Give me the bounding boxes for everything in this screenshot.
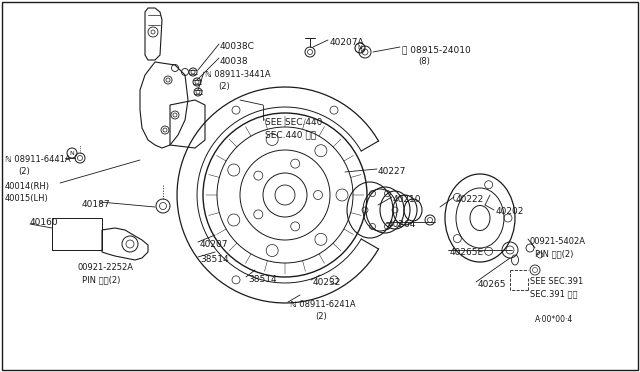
Text: (2): (2) bbox=[18, 167, 29, 176]
Text: ℕ 08911-6441A: ℕ 08911-6441A bbox=[5, 155, 70, 164]
Text: 40187: 40187 bbox=[82, 200, 111, 209]
Text: 38514: 38514 bbox=[200, 255, 228, 264]
Text: 40210: 40210 bbox=[393, 195, 422, 204]
Text: N: N bbox=[357, 45, 362, 50]
Text: 40207A: 40207A bbox=[330, 38, 365, 47]
Text: 40202: 40202 bbox=[496, 207, 524, 216]
Text: 40160: 40160 bbox=[30, 218, 59, 227]
Text: (2): (2) bbox=[315, 312, 327, 321]
Text: (2): (2) bbox=[218, 82, 230, 91]
Text: ℕ 08911-6241A: ℕ 08911-6241A bbox=[290, 300, 356, 309]
Text: (8): (8) bbox=[418, 57, 430, 66]
Text: 40227: 40227 bbox=[378, 167, 406, 176]
Text: SEE SEC.391: SEE SEC.391 bbox=[530, 277, 583, 286]
Text: 40222: 40222 bbox=[456, 195, 484, 204]
Text: 00921-5402A: 00921-5402A bbox=[530, 237, 586, 246]
Text: 40265E: 40265E bbox=[450, 248, 484, 257]
Text: SEC.440 参照: SEC.440 参照 bbox=[265, 130, 316, 139]
Text: 38514: 38514 bbox=[248, 275, 276, 284]
Text: 40038C: 40038C bbox=[220, 42, 255, 51]
Text: PIN ピン(2): PIN ピン(2) bbox=[82, 275, 120, 284]
Bar bbox=[52, 218, 102, 250]
Text: 40038: 40038 bbox=[220, 57, 248, 66]
Text: PIN ピン(2): PIN ピン(2) bbox=[535, 249, 573, 258]
Text: 40015(LH): 40015(LH) bbox=[5, 194, 49, 203]
Text: Ⓥ 08915-24010: Ⓥ 08915-24010 bbox=[402, 45, 471, 54]
Text: SEC.391 参照: SEC.391 参照 bbox=[530, 289, 577, 298]
Text: V: V bbox=[360, 48, 365, 54]
Text: 40265: 40265 bbox=[478, 280, 506, 289]
Text: 00921-2252A: 00921-2252A bbox=[77, 263, 133, 272]
Text: 40232: 40232 bbox=[313, 278, 341, 287]
Text: N: N bbox=[69, 151, 74, 156]
Text: A·00*00·4: A·00*00·4 bbox=[535, 315, 573, 324]
Text: 40264: 40264 bbox=[388, 220, 417, 229]
Text: SEE SEC.440: SEE SEC.440 bbox=[265, 118, 323, 127]
Text: 40207: 40207 bbox=[200, 240, 228, 249]
Text: 40014(RH): 40014(RH) bbox=[5, 182, 50, 191]
Text: ℕ 08911-3441A: ℕ 08911-3441A bbox=[205, 70, 271, 79]
